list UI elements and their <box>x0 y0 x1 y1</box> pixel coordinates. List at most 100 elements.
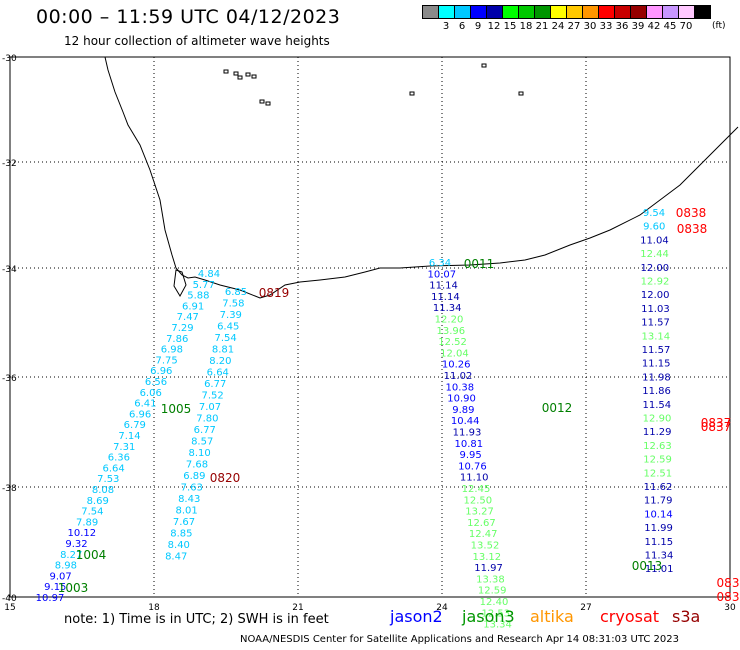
swh-value: 12.04 <box>440 348 469 359</box>
swh-value: 7.68 <box>186 460 208 471</box>
track-time-label: 083 <box>717 590 740 604</box>
swh-value: 11.97 <box>474 563 503 574</box>
island <box>223 69 229 74</box>
swh-value: 8.40 <box>168 540 190 551</box>
swh-value: 11.03 <box>641 304 670 315</box>
swh-value: 7.80 <box>196 414 218 425</box>
swh-value: 9.32 <box>65 539 87 550</box>
legend-label: 15 <box>503 21 517 32</box>
swh-value: 13.27 <box>465 507 494 518</box>
swh-value: 7.53 <box>97 474 119 485</box>
swh-value: 12.00 <box>641 290 670 301</box>
swh-value: 7.63 <box>181 483 203 494</box>
swh-value: 11.79 <box>644 496 673 507</box>
track-time-label: 0838 <box>677 222 708 236</box>
swh-value: 6.96 <box>150 366 172 377</box>
swh-value: 6.91 <box>182 301 204 312</box>
sat-legend-s3a: s3a <box>672 607 701 626</box>
swh-value: 8.85 <box>170 529 192 540</box>
swh-value: 6.96 <box>129 409 151 420</box>
legend-label: 24 <box>551 21 565 32</box>
swh-value: 7.29 <box>171 323 193 334</box>
swh-value: 6.77 <box>204 379 226 390</box>
legend-labels: 3 6 9 12 15 18 21 24 27 30 33 36 39 42 45 70 <box>422 21 710 35</box>
swh-value: 6.77 <box>194 425 216 436</box>
legend-label: 18 <box>519 21 533 32</box>
swh-value: 8.01 <box>175 506 197 517</box>
footer-credit: NOAA/NESDIS Center for Satellite Applica… <box>240 634 679 645</box>
swh-value: 11.57 <box>641 318 670 329</box>
swh-value: 5.77 <box>193 280 215 291</box>
track-time-label: 0837 <box>701 420 732 434</box>
swh-value: 8.10 <box>188 448 210 459</box>
legend-label: 3 <box>442 21 450 32</box>
island <box>245 72 251 77</box>
swh-value: 12.00 <box>640 263 669 274</box>
swh-value: 7.67 <box>173 517 195 528</box>
lon-label: 18 <box>148 603 160 613</box>
track-time-label: 0838 <box>676 206 707 220</box>
swh-value: 11.14 <box>429 281 458 292</box>
swh-value: 9.95 <box>459 450 481 461</box>
swh-value: 11.14 <box>431 292 460 303</box>
swh-value: 11.93 <box>453 428 482 439</box>
lon-label: 27 <box>580 603 591 613</box>
lat-label: -38 <box>2 484 17 494</box>
swh-value: 12.52 <box>438 337 467 348</box>
swh-value: 8.81 <box>212 345 234 356</box>
swh-value: 12.59 <box>643 455 672 466</box>
swh-value: 7.31 <box>113 442 135 453</box>
swh-value: 13.52 <box>471 541 500 552</box>
swh-value: 7.52 <box>201 391 223 402</box>
swh-value: 12.40 <box>480 597 509 608</box>
swh-value: 12.92 <box>641 277 670 288</box>
swh-value: 9.60 <box>643 222 665 233</box>
swh-value: 8.69 <box>87 496 109 507</box>
swh-value: 12.63 <box>643 441 672 452</box>
swh-value: 6.79 <box>124 420 146 431</box>
swh-value: 10.97 <box>36 593 65 604</box>
swh-value: 13.38 <box>476 574 505 585</box>
lon-label: 15 <box>4 603 15 613</box>
swh-value: 10.76 <box>458 461 487 472</box>
lon-label: 21 <box>292 603 303 613</box>
legend-label: 6 <box>458 21 466 32</box>
swh-value: 7.54 <box>214 333 236 344</box>
swh-value: 12.90 <box>643 414 672 425</box>
island <box>265 101 271 106</box>
legend-label: 42 <box>647 21 661 32</box>
track-time-label: 1005 <box>161 402 192 416</box>
swh-value: 9.54 <box>643 208 665 219</box>
swh-value: 7.14 <box>118 431 140 442</box>
swh-value: 6.41 <box>134 399 156 410</box>
swh-value: 9.89 <box>452 405 474 416</box>
swh-value: 6.64 <box>207 368 229 379</box>
map-subtitle: 12 hour collection of altimeter wave hei… <box>64 34 330 48</box>
swh-value: 11.86 <box>642 386 671 397</box>
swh-value: 6.64 <box>102 463 124 474</box>
track-time-label: 083 <box>717 576 740 590</box>
swh-value: 12.44 <box>640 249 669 260</box>
swh-value: 12.45 <box>462 484 491 495</box>
legend-label: 36 <box>615 21 629 32</box>
track-time-label: 0837 <box>701 416 732 430</box>
island <box>409 91 415 96</box>
swh-value: 8.47 <box>165 552 187 563</box>
swh-value: 11.54 <box>642 400 671 411</box>
legend-label: 33 <box>599 21 613 32</box>
legend-unit: (ft) <box>712 21 726 31</box>
swh-value: 10.90 <box>447 394 476 405</box>
swh-value: 13.96 <box>436 326 465 337</box>
swh-value: 7.58 <box>222 299 244 310</box>
swh-value: 6.98 <box>161 345 183 356</box>
swh-value: 10.81 <box>454 439 483 450</box>
track-time-label: 0820 <box>210 471 241 485</box>
swh-value: 9.07 <box>49 571 71 582</box>
swh-value: 12.53 <box>481 608 510 619</box>
legend-label: 21 <box>535 21 549 32</box>
track-time-label: 1003 <box>58 581 89 595</box>
map-title: 00:00 – 11:59 UTC 04/12/2023 <box>36 6 341 28</box>
island <box>481 63 487 68</box>
swh-value: 6.36 <box>108 453 130 464</box>
